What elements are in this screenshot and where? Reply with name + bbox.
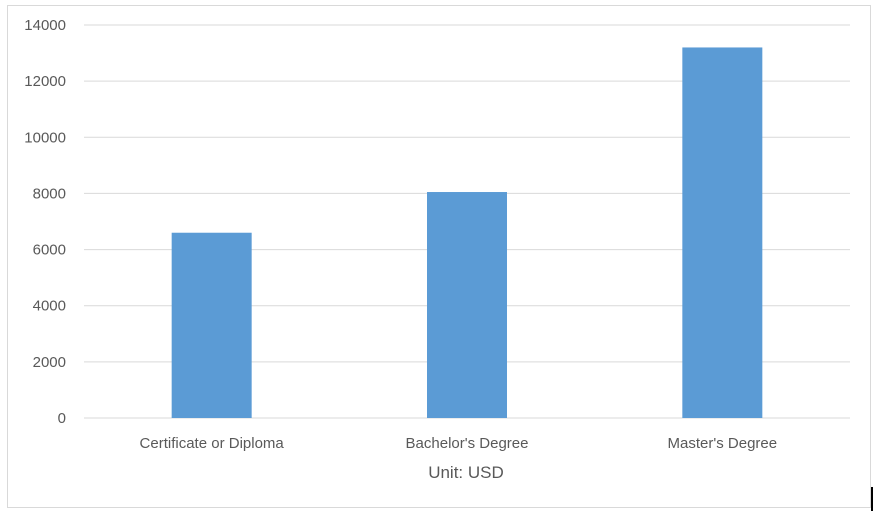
y-tick-label: 14000 (24, 17, 66, 34)
y-tick-label: 6000 (33, 242, 66, 259)
y-tick-label: 0 (58, 410, 66, 427)
bars (171, 47, 763, 418)
x-axis-labels: Certificate or Diploma Bachelor's Degree M… (140, 435, 778, 452)
bar-bachelor-s-degree (427, 192, 507, 418)
x-category-label: Master's Degree (668, 435, 778, 452)
y-axis-ticks: 0 2000 4000 6000 8000 10000 12000 14000 (24, 17, 66, 427)
x-axis-title: Unit: USD (428, 463, 504, 482)
bar-master-s-degree (682, 47, 763, 418)
x-category-label: Certificate or Diploma (140, 435, 285, 452)
x-category-label: Bachelor's Degree (406, 435, 529, 452)
y-tick-label: 2000 (33, 354, 66, 371)
y-tick-label: 8000 (33, 185, 66, 202)
bar-certificate-or-diploma (171, 232, 252, 418)
y-tick-label: 4000 (33, 298, 66, 315)
y-tick-label: 12000 (24, 73, 66, 90)
y-tick-label: 10000 (24, 129, 66, 146)
edge-mark (871, 487, 873, 511)
